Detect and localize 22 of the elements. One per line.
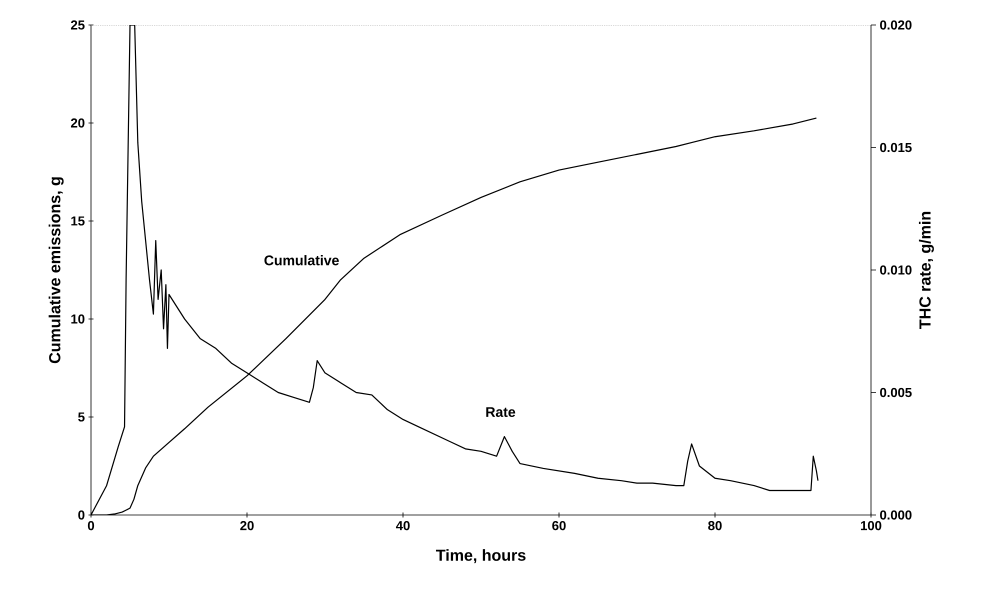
y2-tick-label: 0.005 <box>880 388 912 398</box>
x-tick-label: 100 <box>860 521 882 530</box>
x-tick-label: 0 <box>88 521 94 530</box>
y-axis-title: Cumulative emissions, g <box>48 177 64 364</box>
x-axis-title: Time, hours <box>436 549 526 564</box>
y-tick-label: 15 <box>71 216 85 226</box>
y-tick-label: 5 <box>78 412 85 422</box>
x-tick-label: 20 <box>240 521 254 530</box>
x-tick-label: 80 <box>708 521 722 530</box>
y-tick-label: 25 <box>70 20 85 30</box>
y2-axis-title: THC rate, g/min <box>918 212 934 329</box>
y2-tick-label: 0.020 <box>880 20 912 30</box>
y2-tick-label: 0.015 <box>880 142 912 152</box>
y2-tick-label: 0.010 <box>880 265 912 275</box>
y-tick-label: 20 <box>70 118 84 128</box>
x-tick-label: 60 <box>552 521 566 530</box>
x-tick-label: 40 <box>396 521 410 530</box>
y-tick-label: 0 <box>78 510 84 520</box>
y-tick-label: 10 <box>71 314 84 324</box>
series-label: Rate <box>486 407 516 417</box>
series-label: Cumulative <box>264 255 339 266</box>
y2-tick-label: 0.000 <box>880 510 912 520</box>
